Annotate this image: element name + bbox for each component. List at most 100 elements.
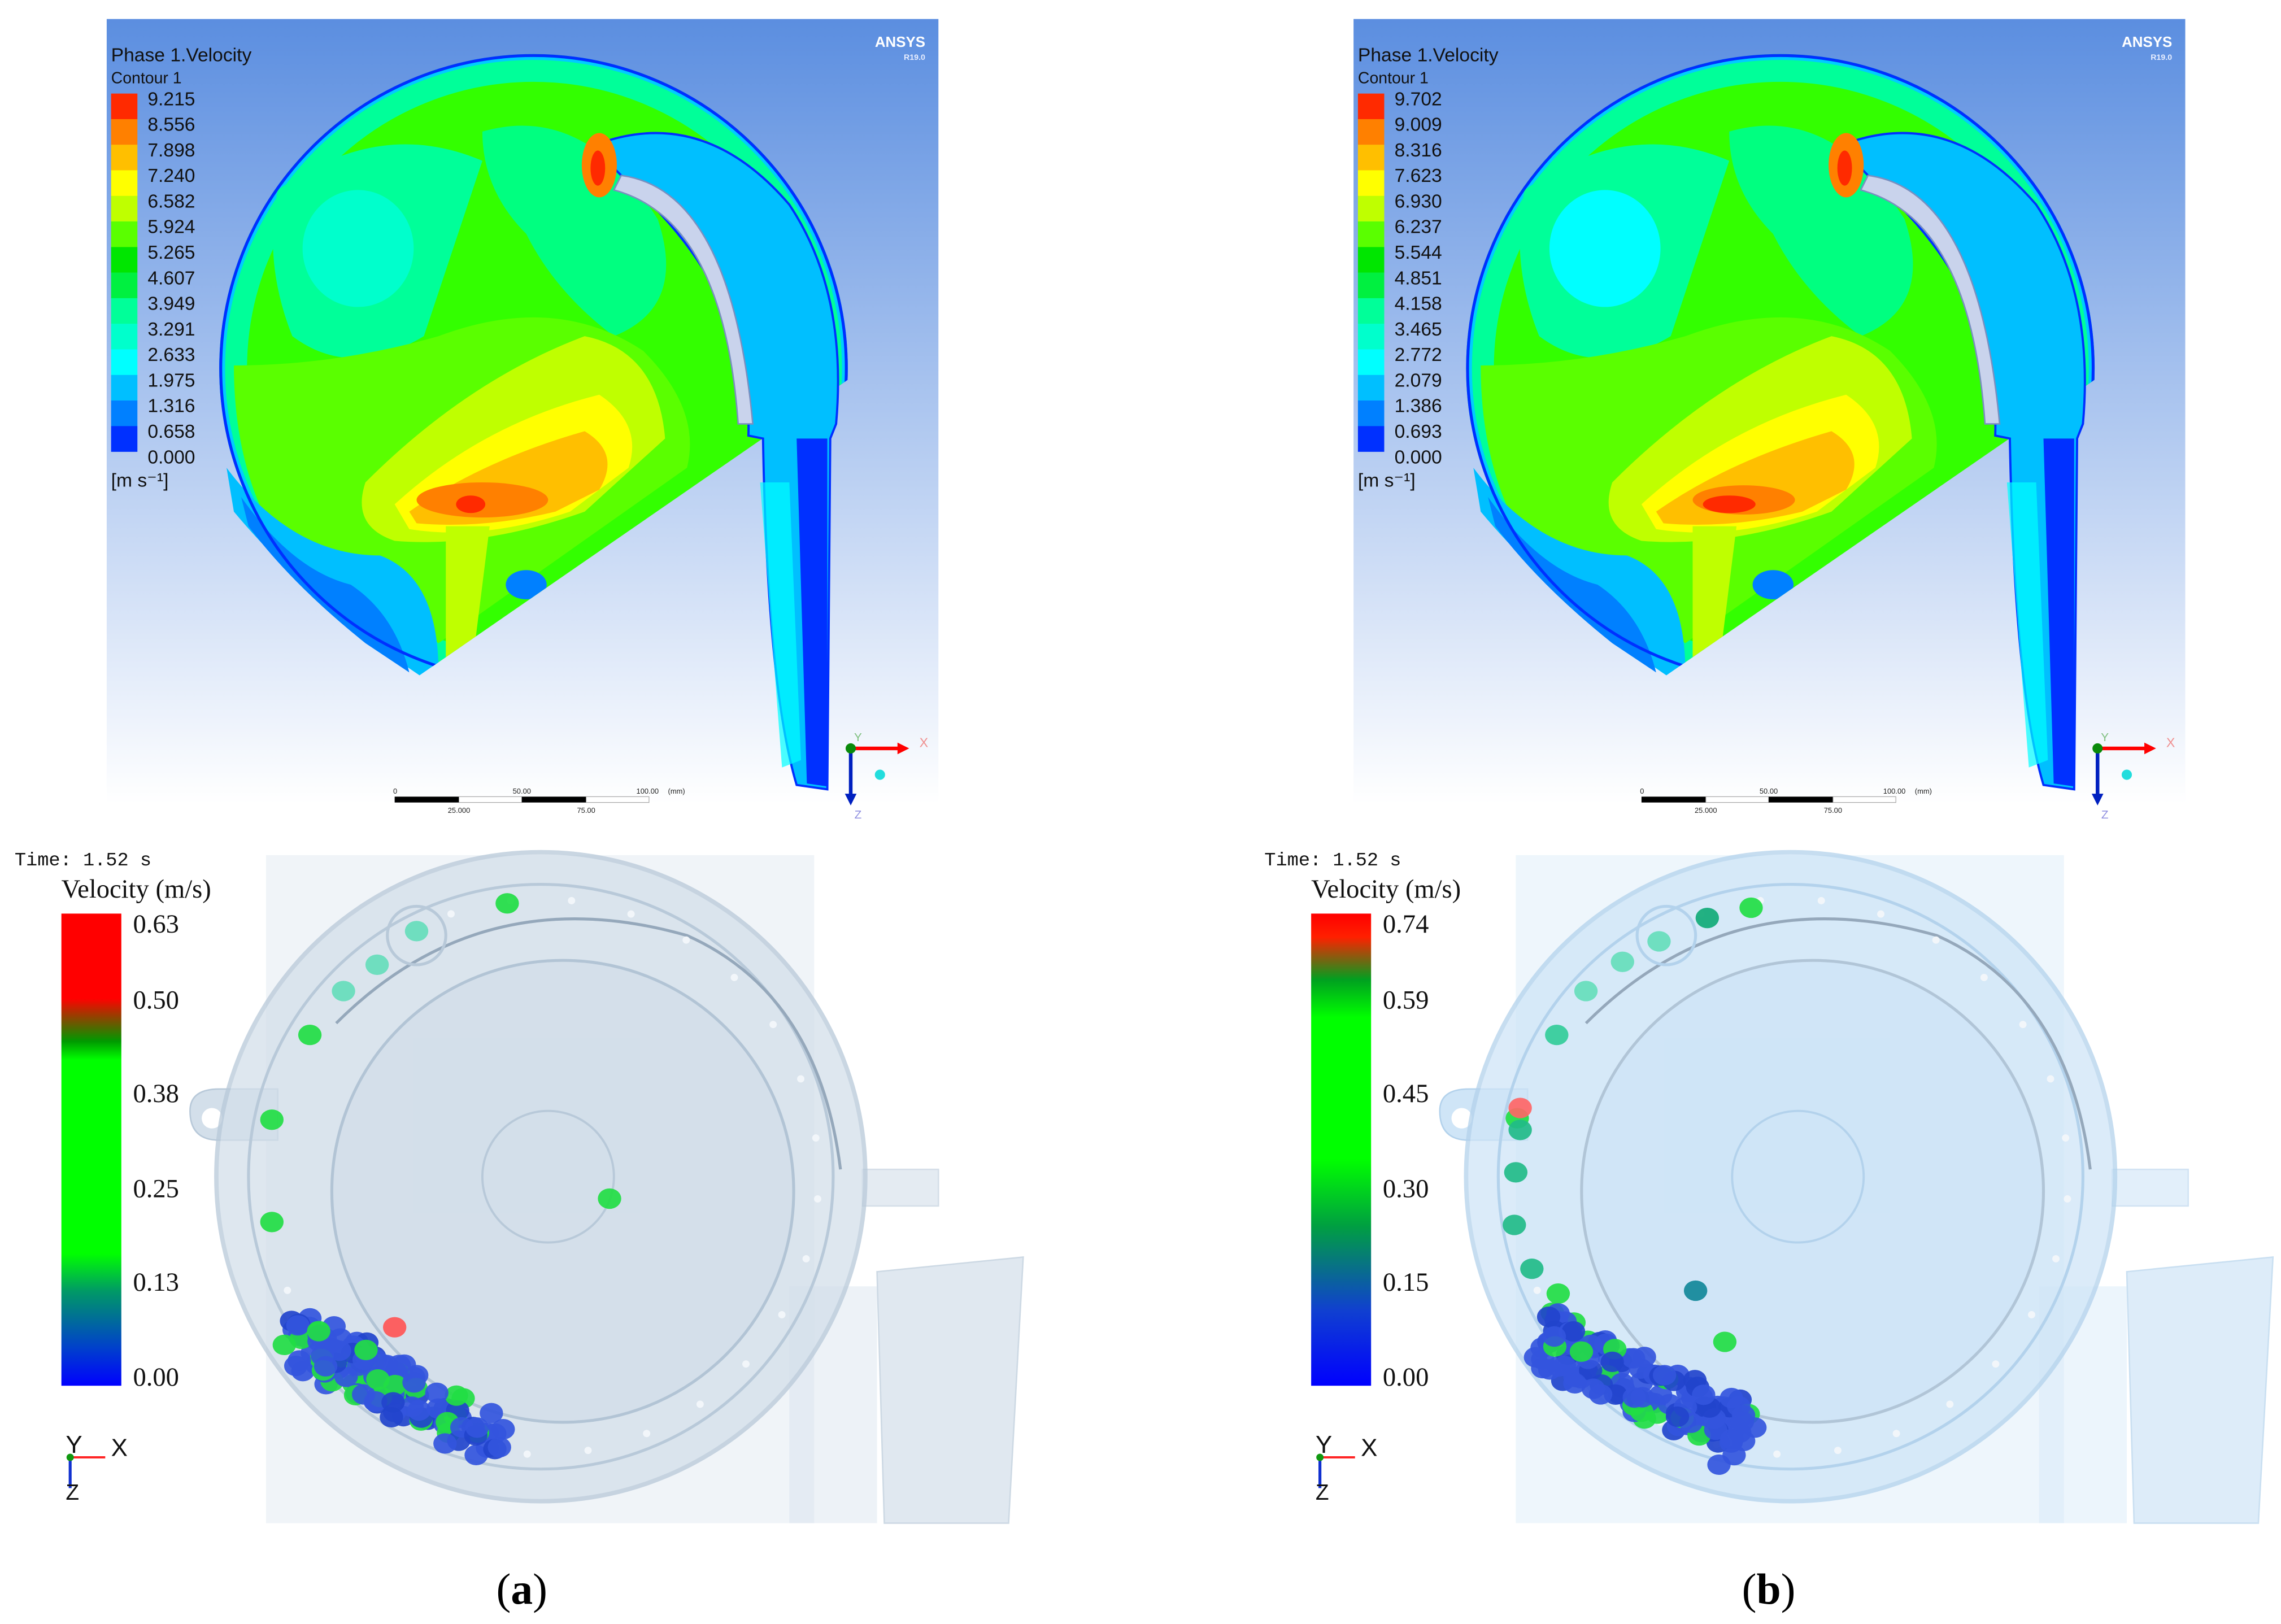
legend-swatch (111, 119, 138, 145)
ansys-version: R19.0 (904, 53, 925, 62)
drum-hole (812, 1134, 820, 1142)
contour-region (1692, 526, 1737, 658)
legend-swatch (111, 324, 138, 350)
y-axis-dot (845, 743, 856, 754)
particle (1531, 1357, 1555, 1379)
legend-tick-label: 0.15 (1383, 1268, 1429, 1297)
legend-swatch (1357, 170, 1385, 197)
drum-hole (802, 1255, 810, 1262)
side-bracket (861, 1168, 939, 1207)
legend-swatch (1357, 349, 1385, 376)
particle (387, 1355, 411, 1375)
drum-hole (1817, 897, 1825, 904)
drum-hole (730, 973, 738, 981)
scale-bar-label: 100.00 (1883, 787, 1906, 795)
scale-bar-label: 0 (393, 787, 397, 795)
legend-tick-label: 7.240 (147, 166, 195, 186)
time-label: Time: 1.52 s (15, 850, 151, 872)
legend-tick-label: 3.291 (147, 319, 195, 340)
velocity-color-bar (61, 913, 121, 1386)
legend-swatch (1357, 247, 1385, 273)
particle (407, 1400, 431, 1421)
legend-tick-label: 5.544 (1395, 242, 1442, 263)
legend-swatch (111, 375, 138, 401)
particle (1692, 1384, 1716, 1405)
x-axis-arrowhead (897, 742, 909, 755)
contour-region (1549, 190, 1661, 307)
legend-swatch (1357, 119, 1385, 145)
ansys-logo: ANSYS (2122, 34, 2172, 50)
ansys-version: R19.0 (2151, 53, 2172, 62)
particle (1720, 1387, 1743, 1409)
particle (1739, 897, 1763, 918)
legend-tick-label: 0.38 (133, 1079, 179, 1108)
legend-tick-label: 0.658 (147, 421, 195, 442)
contour-region (590, 150, 606, 186)
legend-tick-label: 5.265 (147, 242, 195, 263)
contour-panel-a: Phase 1.Velocity Contour 19.215 8.556 7.898… (106, 19, 939, 821)
drum-hole (584, 1447, 592, 1455)
scale-bar-label: 50.00 (1760, 787, 1778, 795)
inlet-port (386, 904, 447, 966)
drum-rim (247, 883, 835, 1471)
legend-swatch (111, 298, 138, 324)
legend-swatch (111, 221, 138, 247)
scale-bar-segment (394, 796, 459, 803)
scale-bar-unit: (mm) (668, 787, 685, 795)
legend-tick-label: 9.215 (147, 89, 195, 110)
time-label: Time: 1.52 s (1264, 850, 1401, 872)
particle (382, 1317, 407, 1338)
drum-hole (568, 897, 576, 904)
legend-swatch (1357, 298, 1385, 324)
particle (480, 1403, 503, 1423)
particle (314, 1356, 338, 1377)
legend-swatch (1357, 375, 1385, 401)
scale-bar-segment (521, 796, 586, 803)
drum-hole (2019, 1021, 2027, 1029)
particle (1581, 1378, 1605, 1399)
dem-panel-a: Time: 1.52 s Velocity (m/s) 0.63 0.50 0.38 0.… (15, 850, 1024, 1524)
particle (260, 1212, 284, 1233)
particle (1600, 1351, 1624, 1373)
legend-tick-label: 0.000 (147, 447, 195, 468)
ansys-logo: ANSYS (875, 34, 925, 50)
drum-hole (1946, 1400, 1954, 1408)
legend-title: Velocity (m/s) (1311, 875, 1461, 904)
paren: ( (497, 1565, 511, 1613)
drum-hole (284, 1286, 291, 1294)
scale-bar-label: 0 (1640, 787, 1644, 795)
contour-region (2006, 482, 2048, 768)
legend-tick-label: 6.930 (1395, 191, 1442, 212)
subfigure-letter: a (511, 1565, 533, 1613)
contour-region (796, 438, 828, 787)
drum-hole (1877, 910, 1885, 918)
axis-label-x: X (2166, 735, 2175, 750)
particle (351, 1384, 376, 1405)
legend-tick-label: 9.009 (1395, 115, 1442, 136)
scale-bar-segment (586, 796, 650, 803)
legend-tick-label: 7.898 (147, 140, 195, 161)
particle (365, 954, 389, 976)
contour-region (456, 495, 486, 513)
legend-swatch (111, 349, 138, 376)
legend-tick-label: 6.237 (1395, 217, 1442, 238)
paren: ) (1781, 1565, 1796, 1613)
legend-tick-label: 1.316 (147, 396, 195, 417)
legend-swatch (1357, 93, 1385, 120)
legend-tick-label: 3.465 (1395, 319, 1442, 340)
legend-swatch (111, 400, 138, 426)
particle (1610, 951, 1634, 972)
legend-tick-label: 5.924 (147, 217, 195, 238)
particle (1683, 1280, 1708, 1301)
particle (288, 1350, 311, 1371)
legend-tick-label: 0.59 (1383, 986, 1429, 1015)
drum-hole (627, 910, 635, 918)
contour-region (506, 570, 547, 599)
drum-hole (696, 1400, 704, 1408)
particle (1713, 1331, 1737, 1352)
particle (260, 1109, 284, 1130)
axis-label-x: X (920, 735, 929, 750)
drum-hole (778, 1310, 786, 1318)
particle (1647, 931, 1671, 952)
